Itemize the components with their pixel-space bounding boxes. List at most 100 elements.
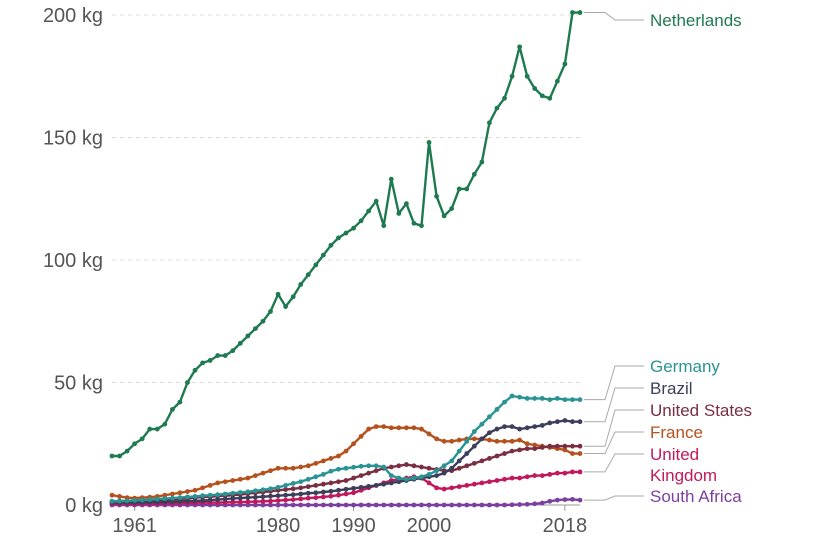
data-point-brazil: [471, 443, 477, 449]
data-point-france: [253, 473, 258, 478]
data-point-germany: [139, 497, 145, 503]
data-point-germany: [381, 464, 387, 470]
data-point-brazil: [502, 424, 507, 429]
data-point-netherlands: [260, 318, 266, 324]
data-point-germany: [124, 498, 130, 504]
data-point-france: [328, 456, 334, 461]
data-point-brazil: [237, 495, 243, 501]
data-point-germany: [411, 475, 417, 481]
y-tick-label: 50 kg: [54, 373, 103, 395]
data-point-germany: [298, 479, 304, 485]
data-point-germany: [245, 489, 251, 495]
data-point-brazil: [532, 424, 538, 429]
data-point-united-kingdom: [479, 480, 485, 486]
data-point-france: [336, 453, 341, 459]
data-point-netherlands: [230, 348, 236, 354]
data-point-germany: [434, 468, 439, 474]
data-point-netherlands: [320, 252, 326, 258]
data-point-germany: [426, 471, 432, 477]
data-point-france: [426, 431, 432, 437]
data-point-brazil: [577, 419, 583, 425]
data-point-brazil: [449, 465, 455, 471]
data-point-france: [283, 465, 289, 471]
data-point-germany: [373, 463, 379, 469]
data-point-germany: [132, 497, 138, 503]
data-point-netherlands: [343, 230, 349, 236]
data-point-netherlands: [139, 436, 145, 442]
data-point-netherlands: [426, 140, 432, 145]
data-point-brazil: [396, 479, 402, 485]
data-point-netherlands: [577, 10, 583, 15]
data-point-south-africa: [494, 502, 500, 508]
data-point-united-kingdom: [426, 480, 432, 486]
data-point-brazil: [298, 491, 304, 497]
data-point-united-states: [471, 460, 477, 466]
legend-connector-germany: [584, 365, 644, 401]
data-point-united-states: [539, 445, 545, 450]
data-point-south-africa: [449, 502, 455, 508]
data-point-netherlands: [524, 73, 530, 79]
data-point-netherlands: [147, 426, 153, 432]
data-point-south-africa: [517, 502, 523, 507]
series-france: [109, 424, 583, 501]
data-point-germany: [396, 475, 402, 481]
data-point-france: [162, 492, 168, 498]
data-point-france: [441, 438, 447, 444]
data-point-south-africa: [298, 502, 304, 508]
data-point-south-africa: [260, 502, 266, 508]
data-point-united-kingdom: [570, 469, 575, 475]
data-point-germany: [290, 481, 296, 486]
data-point-germany: [109, 498, 115, 504]
data-point-france: [185, 489, 190, 494]
data-point-germany: [185, 494, 190, 500]
data-point-netherlands: [298, 282, 304, 287]
data-point-france: [215, 480, 221, 486]
data-point-germany: [207, 492, 213, 498]
x-tick-label: 1961: [112, 515, 157, 537]
data-point-south-africa: [283, 502, 289, 508]
data-point-germany: [268, 486, 273, 492]
data-point-france: [532, 442, 538, 448]
data-point-south-africa: [487, 502, 492, 508]
data-point-united-kingdom: [456, 484, 462, 490]
data-point-south-africa: [434, 502, 439, 508]
data-point-united-kingdom: [237, 499, 243, 505]
data-point-united-states: [570, 443, 575, 449]
y-tick-label: 150 kg: [43, 128, 103, 150]
data-point-brazil: [169, 499, 175, 504]
data-point-united-kingdom: [298, 496, 304, 502]
data-point-germany: [366, 463, 372, 469]
data-point-germany: [336, 466, 341, 472]
data-point-germany: [177, 495, 183, 501]
data-point-brazil: [479, 436, 485, 442]
series-lines: [109, 10, 583, 508]
data-point-south-africa: [479, 502, 485, 508]
data-point-netherlands: [313, 262, 319, 268]
data-point-netherlands: [358, 218, 364, 224]
data-point-germany: [502, 399, 507, 405]
data-point-france: [487, 437, 492, 443]
data-point-netherlands: [154, 426, 160, 432]
data-point-netherlands: [366, 208, 372, 214]
data-point-germany: [313, 474, 319, 480]
data-point-united-kingdom: [471, 481, 477, 487]
data-point-south-africa: [336, 502, 341, 508]
data-point-france: [298, 464, 304, 470]
data-point-brazil: [358, 484, 364, 490]
data-point-netherlands: [275, 291, 281, 297]
data-point-brazil: [275, 493, 281, 499]
data-point-brazil: [517, 426, 523, 432]
data-point-south-africa: [547, 498, 553, 504]
data-point-brazil: [177, 498, 183, 504]
data-point-united-kingdom: [547, 471, 553, 477]
data-point-south-africa: [509, 502, 515, 508]
data-point-united-kingdom: [562, 470, 568, 476]
data-point-netherlands: [162, 421, 168, 427]
y-tick-label: 0 kg: [65, 495, 103, 517]
data-point-united-states: [366, 470, 372, 476]
data-point-netherlands: [381, 223, 387, 229]
data-point-brazil: [222, 496, 228, 502]
data-point-netherlands: [411, 220, 417, 226]
data-point-brazil: [200, 498, 205, 503]
data-point-france: [502, 438, 507, 444]
